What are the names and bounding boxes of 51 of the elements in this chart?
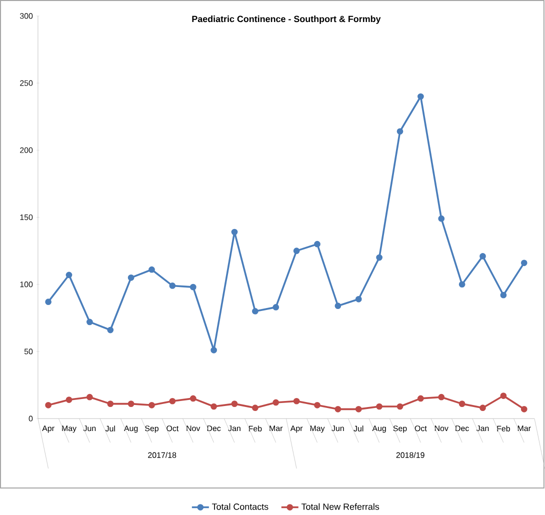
point (293, 248, 300, 254)
point (252, 308, 258, 314)
point (355, 406, 362, 412)
point (210, 403, 217, 410)
point (45, 402, 52, 408)
point (396, 403, 404, 410)
point (376, 403, 382, 410)
point (314, 402, 320, 408)
point (334, 406, 342, 412)
point (458, 400, 466, 407)
point (86, 394, 93, 400)
point (458, 281, 466, 288)
point (66, 272, 72, 278)
point (45, 298, 52, 305)
point (210, 346, 217, 354)
point (314, 240, 320, 248)
point (66, 396, 72, 403)
point (231, 228, 238, 236)
point (128, 400, 134, 407)
point (500, 392, 507, 399)
legend-label: Total New Referrals (301, 503, 380, 510)
point (480, 404, 486, 411)
point (520, 260, 528, 266)
point (418, 395, 424, 402)
point (252, 404, 258, 411)
point (438, 394, 445, 400)
point (231, 400, 238, 407)
point (396, 128, 404, 134)
point (148, 266, 155, 273)
point (438, 215, 445, 222)
point (148, 402, 155, 408)
point (128, 274, 134, 281)
point (86, 318, 93, 326)
point (376, 254, 382, 261)
legend-label: Total Contacts (212, 503, 268, 510)
point (293, 398, 300, 404)
point (272, 399, 280, 406)
point (107, 326, 114, 334)
point (520, 406, 528, 412)
point (355, 296, 362, 302)
point (169, 282, 176, 289)
point (500, 292, 507, 298)
point (190, 395, 196, 402)
point (169, 398, 176, 404)
point (334, 302, 342, 309)
chart-title: Paediatric Continence - Southport & Formby (192, 15, 381, 24)
point (190, 284, 196, 290)
point (480, 252, 486, 260)
point (272, 304, 280, 310)
point (107, 400, 114, 407)
point (418, 93, 424, 100)
